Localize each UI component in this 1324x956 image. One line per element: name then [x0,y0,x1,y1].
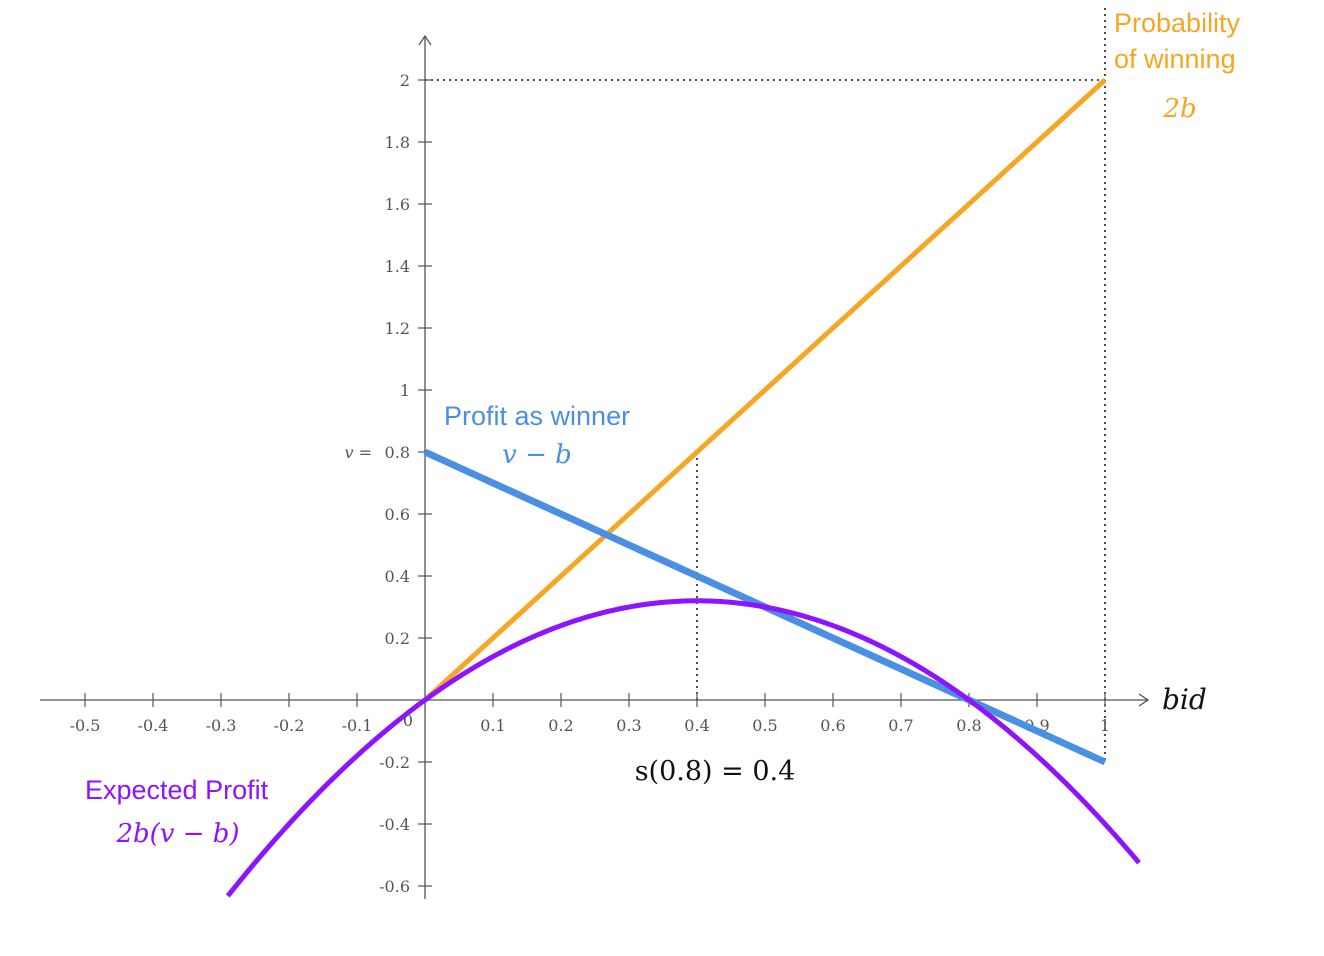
v-tick-prefix: v = [344,443,372,462]
y-tick-label: 1.2 [385,319,410,338]
expected-profit-label: Expected Profit [85,775,269,805]
probability-formula: 2b [1162,94,1196,124]
y-tick-label: 2 [400,71,410,90]
profit-winner-label: Profit as winner [444,401,630,431]
x-tick-label: -0.1 [342,716,373,735]
bid-annotation: s(0.8) = 0.4 [635,756,796,787]
y-tick-label: -0.2 [379,753,410,772]
y-tick-label: 1.6 [385,195,410,214]
x-tick-label: 0.5 [752,716,777,735]
y-tick-label: -0.6 [379,877,410,896]
y-tick-label: 0.6 [385,505,410,524]
y-tick-label: 0.2 [385,629,410,648]
probability-label-line2: of winning [1114,44,1236,74]
x-axis-arrow [1138,693,1150,707]
x-axis-title: bid [1162,683,1207,716]
probability-line [423,78,1107,702]
y-axis-arrow [418,34,432,46]
probability-label-line1: Probability [1114,8,1241,38]
x-tick-label: -0.2 [274,716,305,735]
x-tick-label: 0.4 [684,716,709,735]
x-tick-label: -0.4 [138,716,169,735]
x-tick-label: 0.7 [888,716,913,735]
series-layer [225,78,1141,898]
x-tick-label: -0.3 [206,716,237,735]
axes [40,34,1150,899]
guide-lines [425,8,1106,762]
x-tick-label: 0.1 [480,716,505,735]
y-tick-label: -0.4 [379,815,410,834]
x-tick-label: 0.3 [616,716,641,735]
origin-label: 0 [403,711,413,730]
expected-profit-formula: 2b(v − b) [115,819,239,849]
profit-winner-formula: v − b [502,440,572,470]
expected-profit-curve [225,598,1141,898]
labels: bid Probability of winning 2b Profit as … [85,8,1241,849]
v-tick-label: 0.8 [385,443,410,462]
x-tick-label: 0.8 [956,716,981,735]
ticks: -0.5 -0.4 -0.3 -0.2 -0.1 0.1 0.2 0.3 0.4 0.5 0.6 0.… [70,71,1111,896]
x-tick-label: 0.6 [820,716,845,735]
y-tick-label: 1.8 [385,133,410,152]
y-tick-label: 1 [400,381,410,400]
x-tick-label: 0.2 [548,716,573,735]
x-tick-label: -0.5 [70,716,101,735]
x-tick-label: 1 [1100,716,1110,735]
y-tick-label: 0.4 [385,567,410,586]
y-tick-label: 1.4 [385,257,410,276]
